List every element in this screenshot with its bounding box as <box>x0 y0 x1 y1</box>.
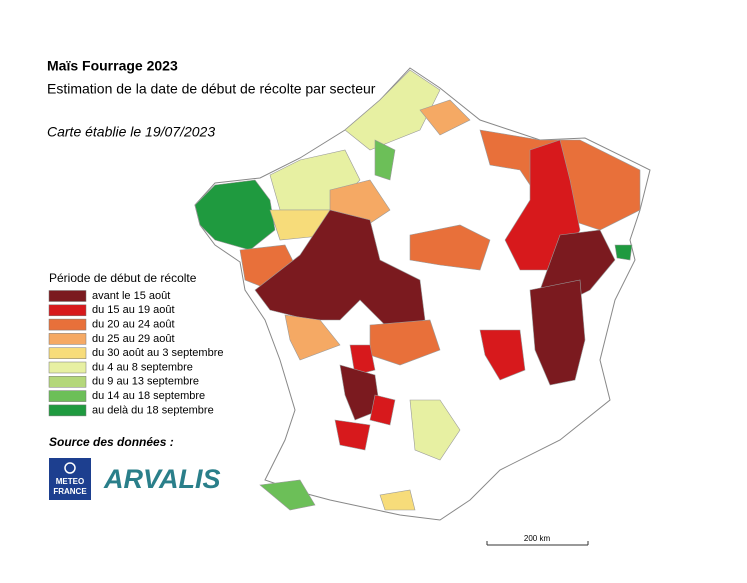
legend-swatch <box>48 376 87 388</box>
meteo-logo-text: METEO <box>56 477 84 486</box>
region <box>379 489 416 511</box>
legend-label: au delà du 18 septembre <box>92 404 214 416</box>
region <box>284 314 341 361</box>
region <box>614 244 633 261</box>
scale-label: 200 km <box>524 534 551 543</box>
region <box>194 179 276 251</box>
legend-label: du 30 août au 3 septembre <box>92 347 223 359</box>
region <box>409 224 491 271</box>
region <box>334 419 371 451</box>
legend-swatch <box>48 361 87 374</box>
meteo-france-icon <box>64 462 76 474</box>
legend-label: du 14 au 18 septembre <box>92 390 205 402</box>
legend-label: du 15 au 19 août <box>92 304 175 316</box>
subtitle: Estimation de la date de début de récolt… <box>47 81 376 97</box>
region <box>344 69 441 151</box>
legend-swatch <box>48 390 87 402</box>
legend-title: Période de début de récolte <box>49 271 197 285</box>
region <box>339 364 381 421</box>
region <box>529 279 586 386</box>
legend-swatch <box>48 290 87 302</box>
legend-swatch <box>48 333 87 345</box>
region <box>374 139 396 181</box>
region <box>259 479 316 511</box>
legend-label: avant le 15 août <box>92 290 170 302</box>
meteo-france-logo <box>49 458 91 500</box>
legend-label: du 4 au 8 septembre <box>92 361 193 373</box>
legend-swatch <box>48 404 87 417</box>
date-note: Carte établie le 19/07/2023 <box>47 124 215 140</box>
source-label: Source des données : <box>49 435 174 449</box>
legend-label: du 25 au 29 août <box>92 333 175 345</box>
region <box>479 329 526 381</box>
legend-label: du 9 au 13 septembre <box>92 376 199 388</box>
meteo-logo-text: FRANCE <box>53 487 87 496</box>
title: Maïs Fourrage 2023 <box>47 58 178 74</box>
legend-swatch <box>48 347 87 359</box>
region <box>419 99 471 136</box>
legend-swatch <box>48 318 87 331</box>
region <box>369 394 396 426</box>
legend-label: du 20 au 24 août <box>92 319 175 331</box>
arvalis-logo: ARVALIS <box>103 464 221 494</box>
region <box>349 344 376 376</box>
legend-swatch <box>48 304 87 317</box>
region <box>409 399 461 461</box>
